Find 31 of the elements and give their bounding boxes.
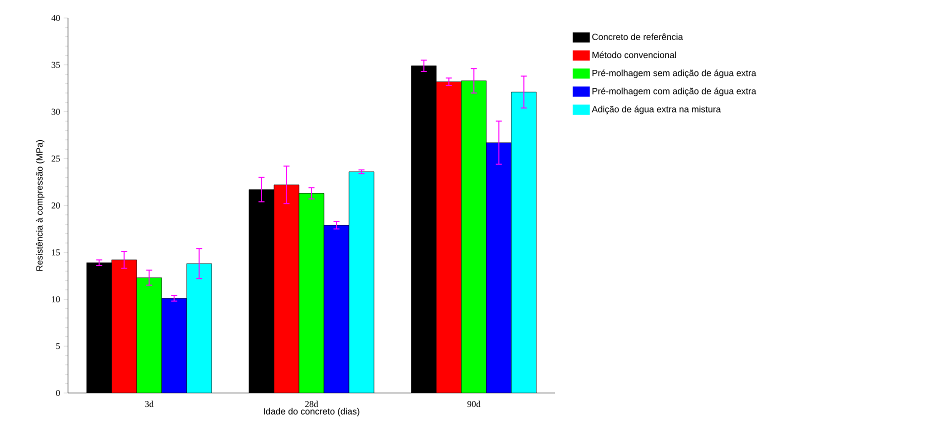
x-axis-title: Idade do concreto (dias) — [264, 408, 360, 416]
x-tick-label: 3d — [145, 400, 154, 408]
bar — [274, 184, 300, 393]
y-tick-label: 0 — [56, 390, 60, 396]
legend-label: Concreto de referência — [592, 33, 683, 40]
bar — [349, 172, 374, 393]
bar — [461, 80, 487, 393]
bar — [511, 92, 537, 393]
legend-label: Pré-molhagem com adição de água extra — [592, 88, 756, 96]
y-tick-label: 5 — [56, 343, 60, 350]
x-tick-label: 28d — [305, 400, 318, 408]
y-tick-label: 35 — [52, 62, 60, 68]
bar — [186, 264, 212, 393]
y-tick-label: 30 — [52, 108, 60, 115]
x-tick-label: 90d — [467, 400, 480, 408]
bar — [136, 278, 162, 393]
bar — [436, 82, 462, 393]
y-tick-label: 10 — [52, 296, 60, 302]
bar — [112, 260, 137, 393]
bar — [299, 193, 324, 393]
legend-label: Método convencional — [592, 51, 676, 58]
bar — [162, 298, 187, 393]
legend-label: Pré-molhagem sem adição de água extra — [592, 70, 756, 78]
legend-label: Adição de água extra na mistura — [592, 106, 721, 114]
y-tick-label: 25 — [52, 156, 60, 162]
bar — [486, 142, 512, 393]
bar — [324, 225, 350, 393]
y-tick-label: 20 — [52, 202, 60, 209]
y-axis-title: Resistência à compressão (MPa) — [36, 140, 44, 271]
y-tick-label: 15 — [52, 249, 60, 256]
y-tick-label: 40 — [51, 14, 60, 22]
